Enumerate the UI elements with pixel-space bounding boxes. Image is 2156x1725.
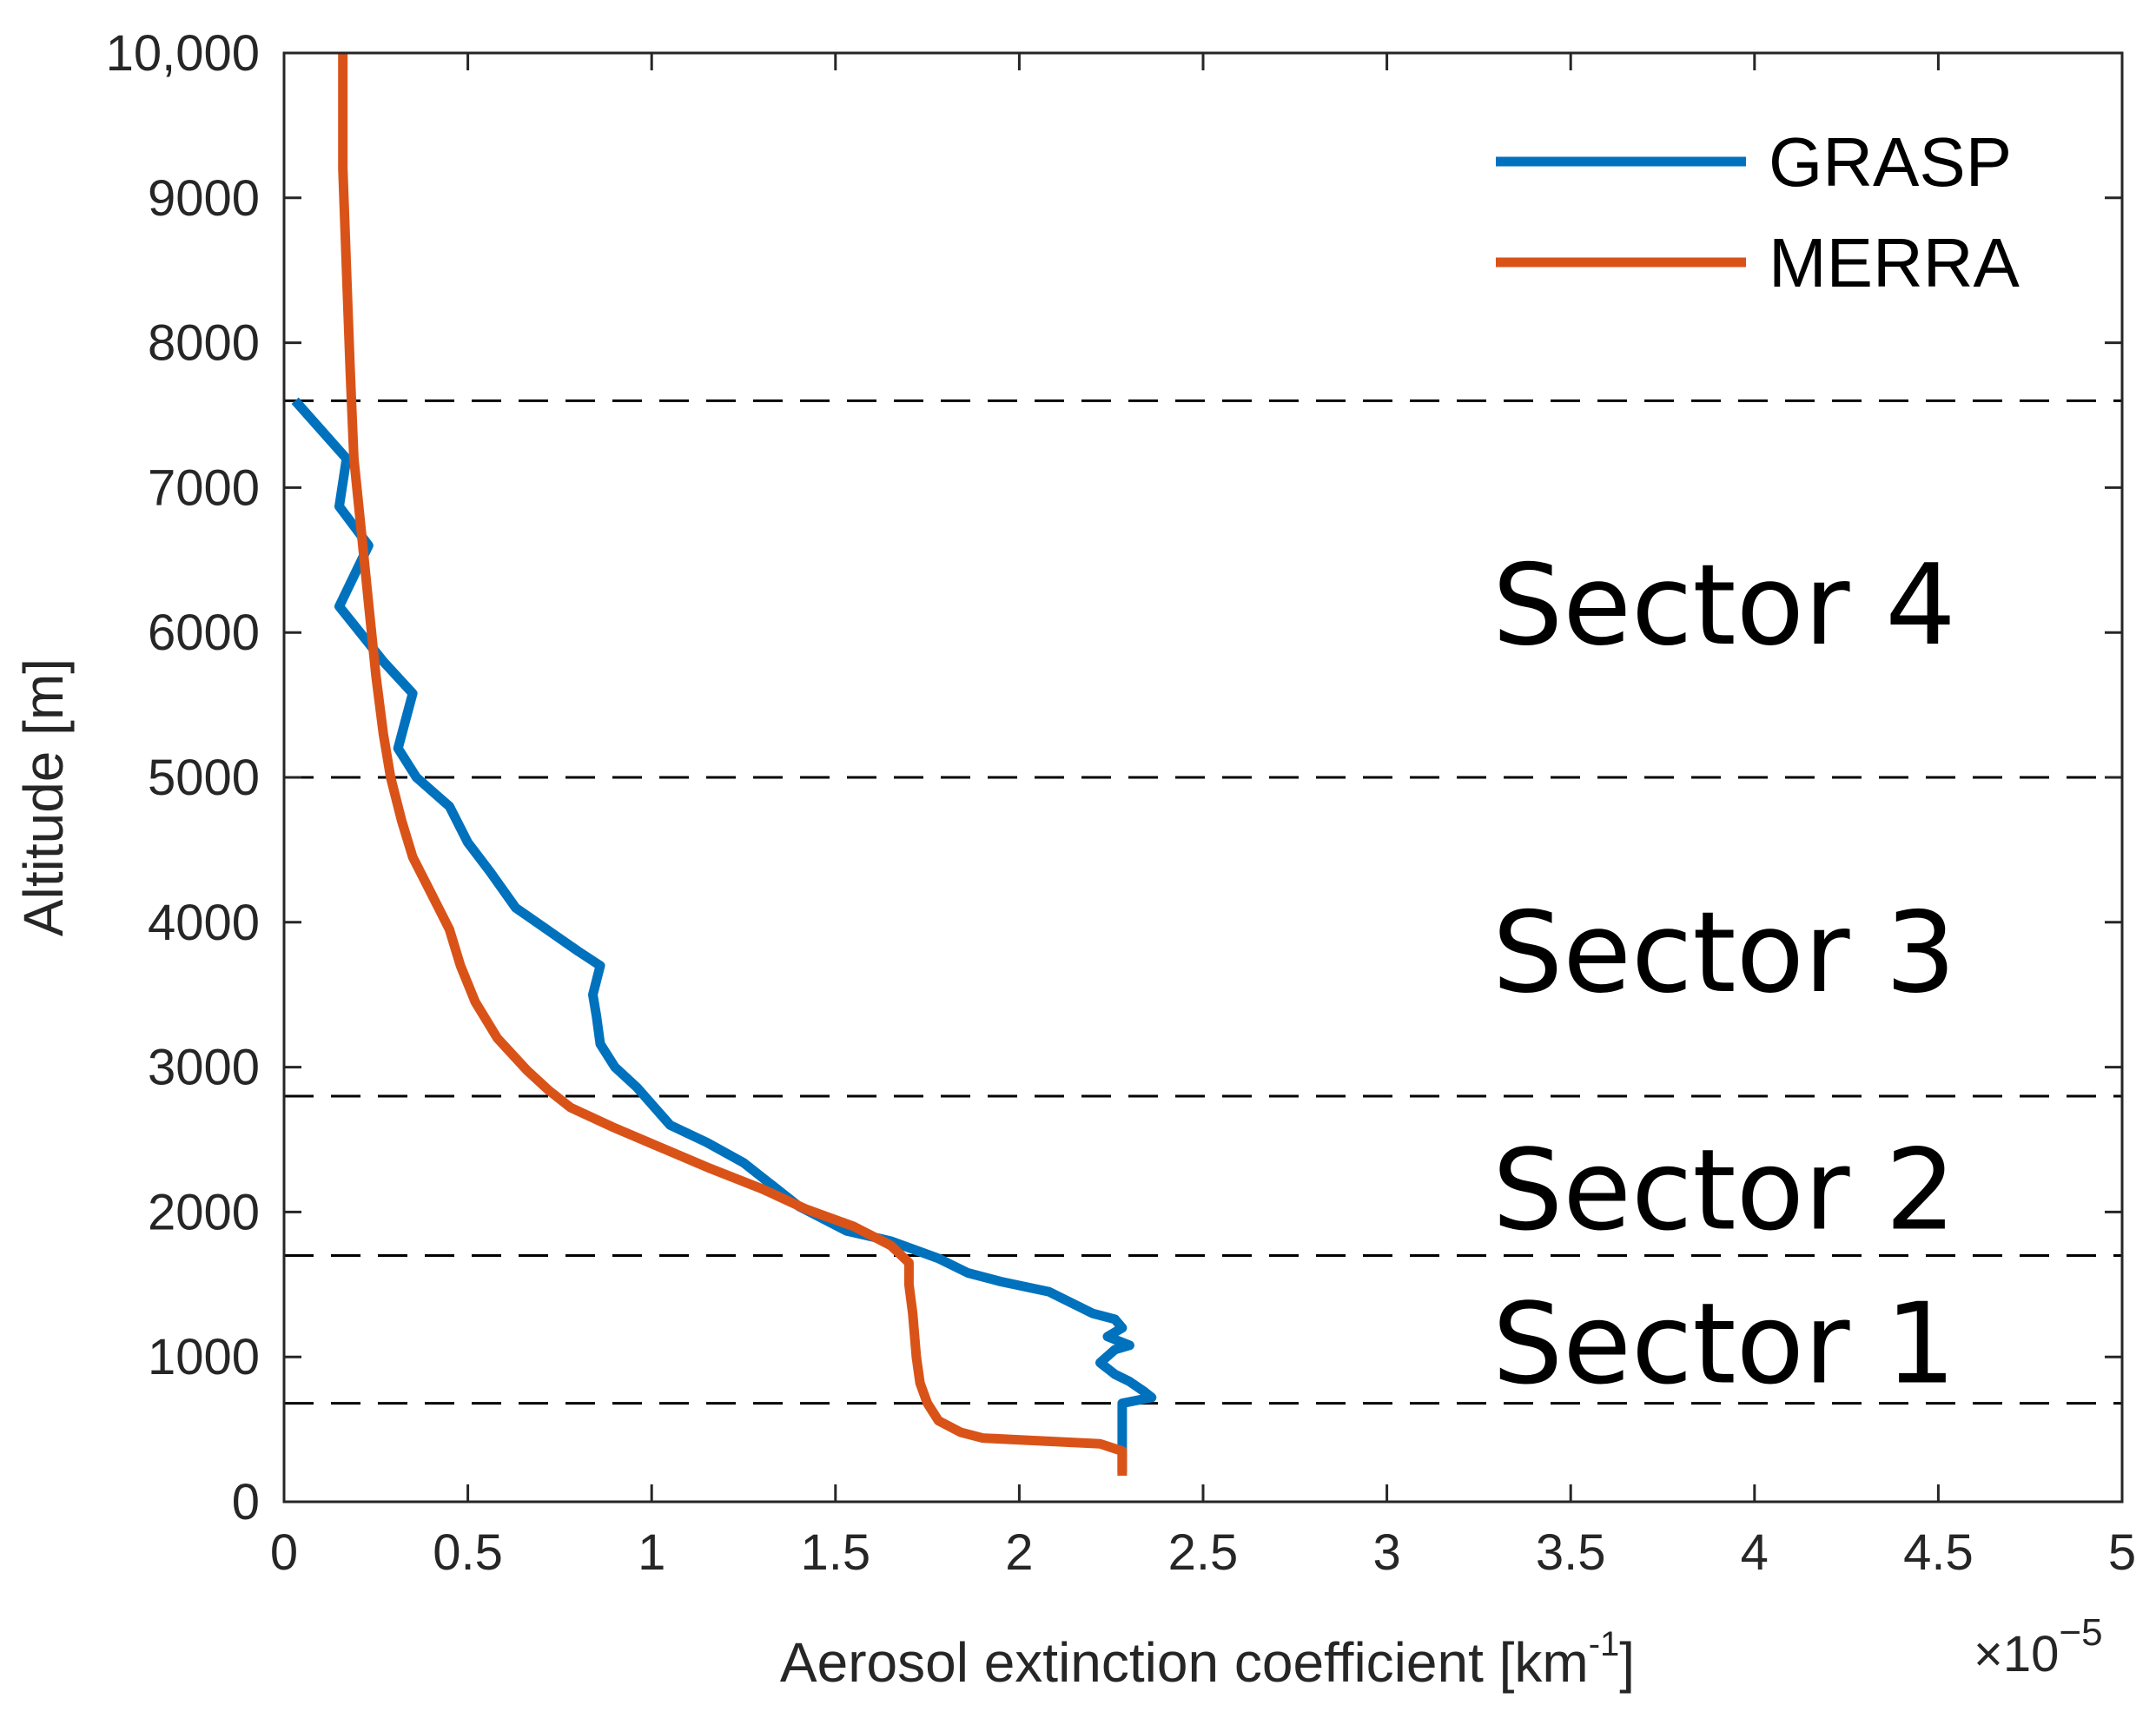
x-tick-label: 3.5 xyxy=(1536,1524,1606,1581)
y-tick-label: 5000 xyxy=(148,750,260,806)
x-tick-label: 4.5 xyxy=(1903,1524,1974,1581)
y-tick-label: 7000 xyxy=(148,459,260,516)
sector-label-1: Sector 1 xyxy=(1492,1280,1956,1410)
reference-lines xyxy=(284,399,2122,1405)
sector-label-2: Sector 2 xyxy=(1492,1127,1956,1256)
x-axis-title-main: Aerosol extinction coefficient [km xyxy=(780,1631,1589,1694)
x-tick-label: 1.5 xyxy=(800,1524,870,1581)
y-tick-label: 4000 xyxy=(148,895,260,951)
y-tick-label: 1000 xyxy=(148,1329,260,1385)
y-tick-label: 0 xyxy=(232,1474,260,1530)
legend: GRASP MERRA xyxy=(1496,123,2020,301)
y-tick-label: 8000 xyxy=(148,315,260,372)
x-tick-label: 2.5 xyxy=(1168,1524,1239,1581)
sector-label-3: Sector 3 xyxy=(1492,889,1956,1018)
x-tick-label: 2 xyxy=(1005,1524,1033,1581)
legend-label-grasp: GRASP xyxy=(1769,123,2012,201)
x-axis-title-superscript: -1 xyxy=(1589,1625,1620,1663)
x-tick-label: 5 xyxy=(2108,1524,2136,1581)
x-tick-label: 0 xyxy=(270,1524,298,1581)
x-axis-multiplier: ×10−5 xyxy=(1974,1611,2103,1682)
sector-label-4: Sector 4 xyxy=(1492,541,1956,671)
y-tick-label: 6000 xyxy=(148,605,260,661)
y-tick-label: 3000 xyxy=(148,1040,260,1096)
axes: 0 0.5 1 1.5 2 2.5 3 3.5 4 4.5 5 0 1000 2000 3000 4000 50… xyxy=(106,25,2137,1581)
x-axis-title-suffix: ] xyxy=(1619,1631,1635,1694)
x-tick-label: 3 xyxy=(1372,1524,1400,1581)
x-tick-label: 4 xyxy=(1741,1524,1769,1581)
y-tick-label: 9000 xyxy=(148,170,260,227)
series-line-merra xyxy=(338,53,1128,1476)
x-axis-multiplier-exponent: −5 xyxy=(2059,1611,2102,1654)
x-tick-label: 0.5 xyxy=(433,1524,503,1581)
y-axis-title: Altitude [m] xyxy=(12,658,75,936)
series-line-grasp xyxy=(291,397,1157,1473)
y-tick-label: 10,000 xyxy=(106,25,260,82)
legend-label-merra: MERRA xyxy=(1769,224,2020,301)
y-tick-label: 2000 xyxy=(148,1184,260,1240)
series-lines xyxy=(291,53,1157,1476)
x-tick-label: 1 xyxy=(638,1524,665,1581)
sector-annotations: Sector 4 Sector 3 Sector 2 Sector 1 xyxy=(1492,541,1956,1410)
x-axis-multiplier-base: ×10 xyxy=(1974,1626,2059,1682)
x-axis-title: Aerosol extinction coefficient [km-1] xyxy=(780,1625,1635,1694)
